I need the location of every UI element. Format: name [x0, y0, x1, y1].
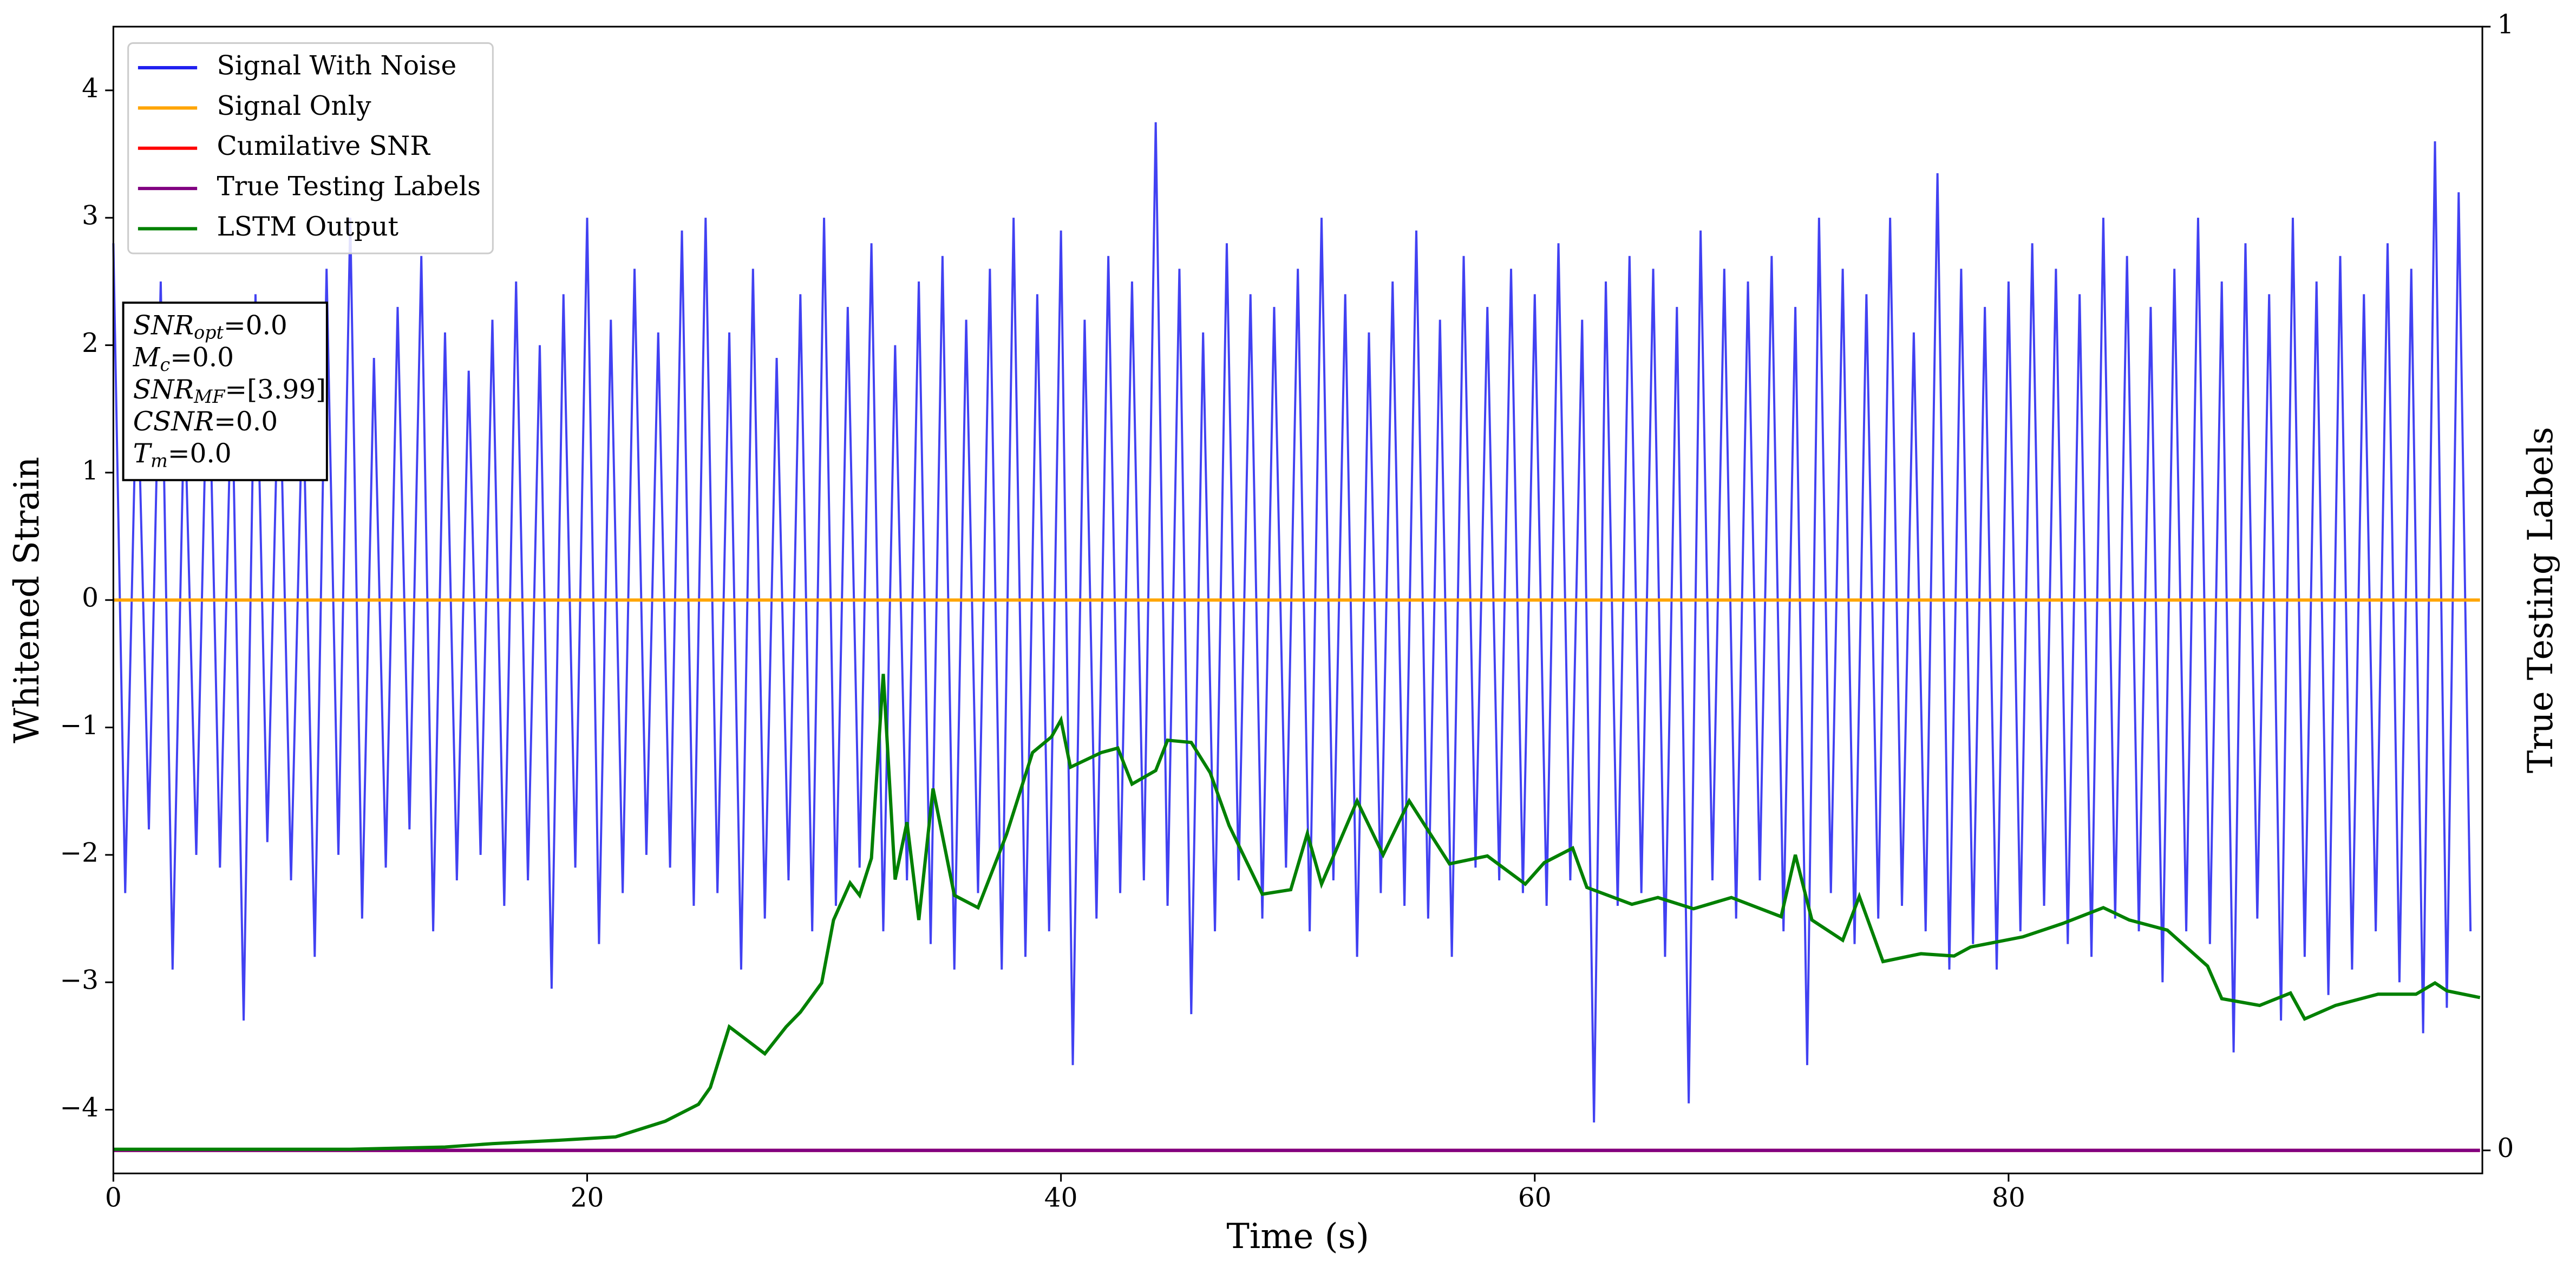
y-tick-label: −2	[60, 838, 99, 868]
x-tick-label: 0	[105, 1182, 122, 1213]
annotation-subscript: MF	[193, 386, 226, 407]
annotation-value: =0.0	[224, 310, 287, 341]
y-tick-label: −3	[60, 965, 99, 996]
x-axis-label: Time (s)	[1226, 1217, 1369, 1257]
x-tick-label: 80	[1992, 1182, 2025, 1213]
y-tick-label: 4	[82, 73, 99, 103]
y-tick-label: 0	[82, 583, 99, 613]
y-axis-label: Whitened Strain	[7, 457, 47, 743]
series-line	[113, 674, 2481, 1151]
annotation-subscript: c	[160, 354, 171, 375]
annotation-symbol: T	[133, 439, 153, 469]
y-tick-label: 2	[82, 328, 99, 358]
legend-label: Signal Only	[217, 91, 372, 121]
annotation-value: =0.0	[214, 407, 278, 437]
legend-label: Cumilative SNR	[217, 131, 431, 161]
series-line	[112, 122, 2472, 1123]
y-tick-label: −4	[60, 1093, 99, 1123]
annotation-symbol: CSNR	[133, 407, 214, 437]
annotation-symbol: M	[133, 342, 161, 373]
y-tick-label: 1	[82, 455, 99, 486]
y-tick-label: −1	[60, 710, 99, 741]
annotation-subscript: m	[151, 450, 168, 471]
legend-label: Signal With Noise	[217, 51, 457, 81]
annotation-value: =0.0	[170, 342, 234, 373]
y2-tick-label: 1	[2497, 10, 2514, 40]
x-tick-label: 40	[1044, 1182, 1078, 1213]
annotation-value: =0.0	[168, 439, 232, 469]
annotation-line: SNRMF=[3.99]	[133, 374, 326, 407]
legend-label: True Testing Labels	[217, 172, 481, 202]
x-tick-label: 60	[1518, 1182, 1552, 1213]
annotation-subscript: opt	[194, 322, 224, 343]
plot-frame	[112, 25, 2483, 1174]
annotation-symbol: SNR	[133, 374, 194, 404]
annotation-value: =[3.99]	[225, 374, 326, 404]
annotation-box	[122, 302, 328, 481]
legend-label: LSTM Output	[217, 212, 399, 242]
annotation-symbol: SNR	[133, 310, 194, 341]
annotation-line: Tm=0.0	[133, 439, 232, 472]
y2-axis-label: True Testing Labels	[2521, 427, 2561, 773]
annotation-line: SNRopt=0.0	[133, 310, 287, 343]
annotation-line: Mc=0.0	[133, 342, 234, 375]
legend: Signal With Noise Signal Only Cumilative S…	[127, 42, 494, 254]
x-tick-label: 20	[571, 1182, 604, 1213]
annotation-line: CSNR=0.0	[133, 407, 278, 437]
legend-box	[127, 42, 494, 254]
annotation: SNRopt=0.0Mc=0.0SNRMF=[3.99]CSNR=0.0Tm=0…	[122, 302, 328, 481]
y2-tick-label: 0	[2497, 1133, 2514, 1164]
y-tick-label: 3	[82, 201, 99, 231]
